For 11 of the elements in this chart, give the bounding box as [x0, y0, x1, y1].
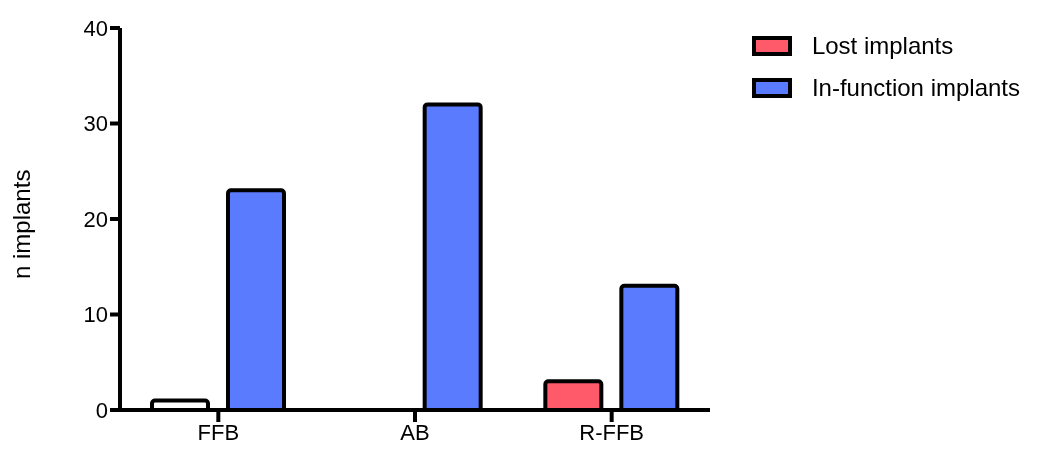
legend-label: In-function implants [811, 74, 1020, 102]
x-tick-label: AB [400, 419, 430, 445]
y-tick-label: 20 [83, 206, 108, 232]
x-tick-label: FFB [197, 419, 240, 445]
y-axis-title: n implants [7, 169, 35, 279]
y-tick-label: 10 [83, 302, 108, 328]
y-tick-label: 30 [83, 111, 108, 137]
y-tick-label: 40 [83, 15, 108, 41]
legend-label: Lost implants [811, 32, 954, 60]
x-tick-label: R-FFB [579, 419, 645, 445]
y-tick-label: 0 [95, 397, 108, 423]
